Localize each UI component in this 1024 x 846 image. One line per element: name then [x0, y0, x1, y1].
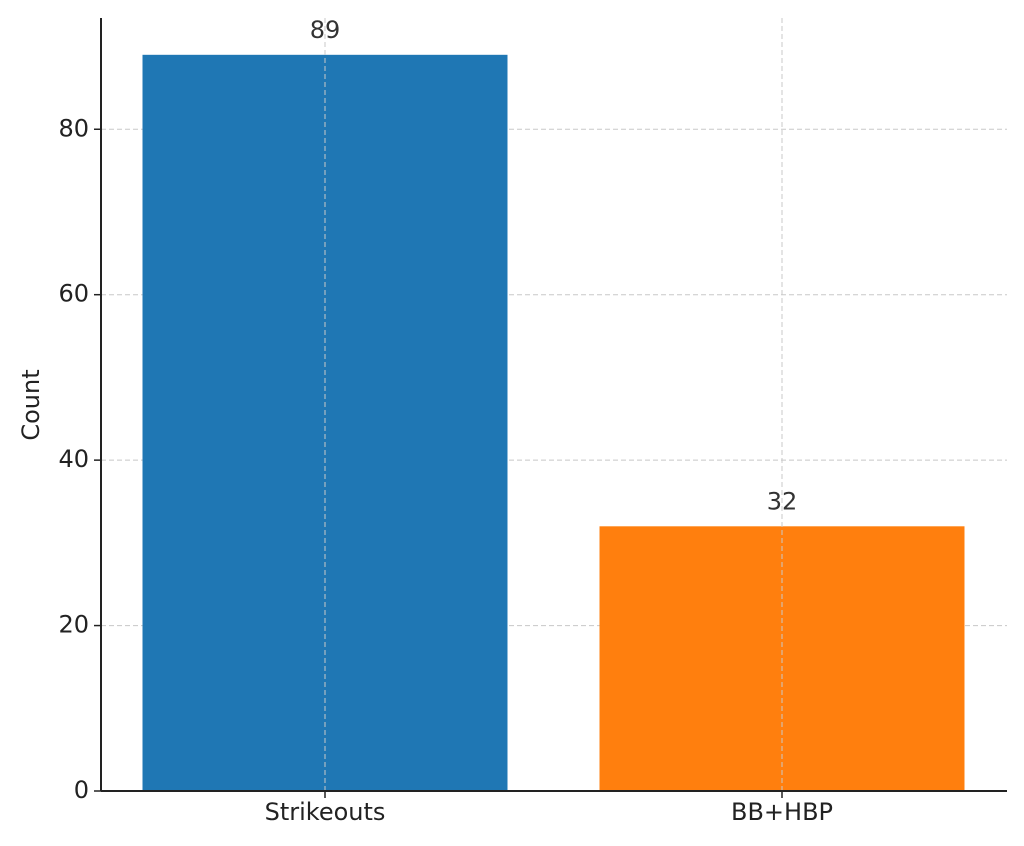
x-tick-label: BB+HBP	[731, 798, 833, 826]
y-tick-label: 20	[58, 611, 89, 639]
y-tick-label: 40	[58, 445, 89, 473]
y-tick-label: 80	[58, 114, 89, 142]
y-axis-label: Count	[17, 369, 45, 440]
x-tick-label: Strikeouts	[265, 798, 386, 826]
y-tick-label: 60	[58, 280, 89, 308]
y-tick-label: 0	[74, 776, 89, 804]
